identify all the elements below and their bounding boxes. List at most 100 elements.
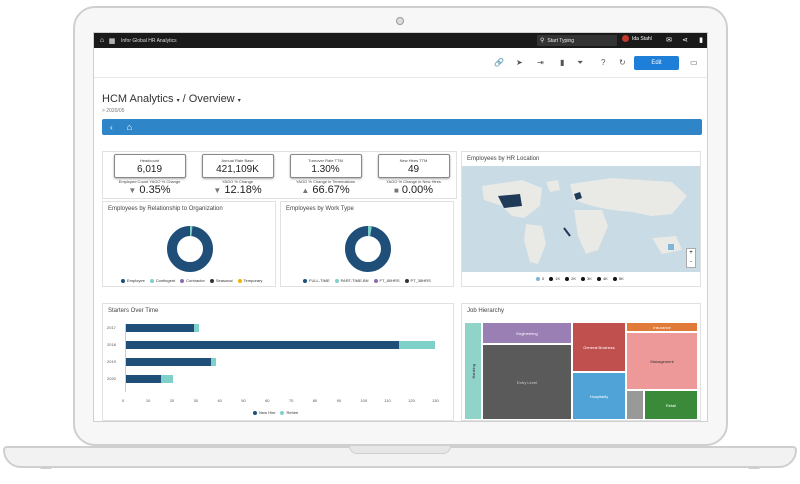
help-icon[interactable]: ? bbox=[601, 58, 606, 67]
treemap-cell-general-business[interactable]: General Business bbox=[572, 322, 626, 372]
relationship-donut[interactable] bbox=[165, 224, 215, 274]
chevron-down-icon[interactable]: ▾ bbox=[176, 98, 180, 104]
treemap-cell-other[interactable] bbox=[626, 390, 644, 420]
location-panel[interactable]: Employees by HR Location + - 0 1K bbox=[461, 151, 701, 287]
treemap-label: Hospitality bbox=[589, 393, 609, 399]
kpi-value: 49 bbox=[407, 164, 420, 175]
treemap-cell-entry-level[interactable]: Entry Level bbox=[482, 344, 572, 420]
toolbar: 🔗 ➤ ⇥ ▮ ⏷ ? ↻ Edit ▭ bbox=[94, 48, 707, 78]
search-input[interactable]: ⚲ Start Typing bbox=[537, 35, 617, 46]
export-icon[interactable]: ⇥ bbox=[537, 58, 544, 67]
edit-button[interactable]: Edit bbox=[634, 56, 679, 70]
kpi-sub: YAGO % Change in Terminations bbox=[296, 179, 355, 184]
treemap-label: Insurance bbox=[653, 324, 671, 330]
kpi-row: Headcount 6,019 Employed Count YAGO % Cha… bbox=[102, 151, 457, 199]
bar-new-hire-2019[interactable] bbox=[125, 358, 211, 366]
flat-icon: ■ bbox=[393, 186, 399, 195]
legend-item: 2K bbox=[571, 276, 577, 281]
search-icon: ⚲ bbox=[540, 38, 545, 44]
send-icon[interactable]: ➤ bbox=[516, 58, 523, 67]
refresh-icon[interactable]: ↻ bbox=[619, 58, 626, 67]
panel-title: Employees by Work Type bbox=[286, 206, 354, 212]
kpi-sub: Employed Count YAGO % Change bbox=[118, 179, 181, 184]
chevron-down-icon[interactable]: ▾ bbox=[237, 98, 241, 104]
panel-title: Employees by HR Location bbox=[467, 156, 540, 162]
link-icon[interactable]: 🔗 bbox=[494, 58, 504, 67]
x-tick-label: 100 bbox=[360, 398, 368, 403]
starters-panel[interactable]: Starters Over Time 2017 2018 2019 2020 0 10 20… bbox=[102, 303, 454, 421]
relationship-legend: Employee Contingent Contractor Seasonal … bbox=[121, 278, 262, 283]
x-tick-label: 40 bbox=[217, 398, 222, 403]
treemap-cell-retail[interactable]: Retail bbox=[644, 390, 698, 420]
bar-rehire-2020[interactable] bbox=[160, 375, 173, 383]
legend-item: FT_80HRS bbox=[379, 278, 400, 283]
home-nav-icon[interactable]: ⌂ bbox=[126, 122, 133, 132]
work-type-panel[interactable]: Employees by Work Type FULL-TIME PART-TI… bbox=[280, 201, 454, 287]
treemap-label: Management bbox=[650, 358, 674, 364]
zoom-in-button[interactable]: + bbox=[689, 250, 693, 256]
legend-item: 3K bbox=[587, 276, 592, 281]
legend-item: PART-TIME-BN bbox=[340, 278, 369, 283]
filter-icon[interactable]: ⏷ bbox=[577, 58, 584, 67]
kpi-sub: YAGO % Change bbox=[221, 179, 254, 184]
legend-item: 1K bbox=[555, 276, 561, 281]
bar-new-hire-2018[interactable] bbox=[125, 341, 400, 349]
kpi-label: Annual Rate Base bbox=[221, 158, 254, 163]
bookmark-tool-icon[interactable]: ▮ bbox=[560, 58, 565, 67]
kpi-value: 1.30% bbox=[311, 164, 340, 175]
treemap-cell-insurance[interactable]: Insurance bbox=[626, 322, 698, 332]
zoom-out-button[interactable]: - bbox=[690, 259, 692, 265]
treemap-label: Entry Level bbox=[516, 379, 537, 385]
kpi-sub: YAGO % Change in New Hires bbox=[386, 179, 441, 184]
breadcrumb-hcm[interactable]: HCM Analytics bbox=[102, 93, 174, 105]
bar-new-hire-2020[interactable] bbox=[125, 375, 161, 383]
bar-rehire-2019[interactable] bbox=[210, 358, 216, 366]
work-type-donut[interactable] bbox=[343, 224, 393, 274]
legend-item: PT_38HRS bbox=[410, 278, 431, 283]
kpi-label: Headcount bbox=[139, 158, 160, 163]
laptop-foot bbox=[748, 466, 760, 469]
treemap-cell-hospitality[interactable]: Hospitality bbox=[572, 372, 626, 420]
world-map[interactable]: + - bbox=[462, 166, 700, 272]
kpi-value: 421,109K bbox=[216, 164, 259, 175]
kpi-headcount[interactable]: Headcount 6,019 Employed Count YAGO % Cha… bbox=[107, 154, 192, 198]
share-icon[interactable]: ⋖ bbox=[682, 37, 688, 44]
treemap-cell-engineering[interactable]: Engineering bbox=[482, 322, 572, 344]
kpi-turnover[interactable]: Turnover Rate TTM 1.30% YAGO % Change in … bbox=[283, 154, 368, 198]
bar-rehire-2018[interactable] bbox=[399, 341, 435, 349]
bar-rehire-2017[interactable] bbox=[194, 324, 199, 332]
legend-item: FULL-TIME bbox=[309, 278, 330, 283]
x-tick-label: 70 bbox=[288, 398, 294, 403]
treemap-cell-banking[interactable]: Banking bbox=[464, 322, 482, 420]
treemap-cell-management[interactable]: Management bbox=[626, 332, 698, 390]
category-label: 2018 bbox=[107, 342, 116, 347]
back-icon[interactable]: ‹ bbox=[110, 122, 113, 132]
x-tick-label: 30 bbox=[193, 398, 198, 403]
legend-item: New Hire bbox=[259, 410, 276, 415]
x-tick-label: 20 bbox=[169, 398, 175, 403]
legend-item: Employee bbox=[127, 278, 145, 283]
period-chip[interactable]: > 2020/05 bbox=[102, 108, 125, 114]
down-arrow-icon: ▼ bbox=[213, 186, 222, 195]
breadcrumb-overview[interactable]: / Overview bbox=[182, 93, 235, 105]
starters-legend: New Hire Rehire bbox=[253, 410, 298, 415]
grid-icon[interactable]: ▦ bbox=[108, 37, 116, 45]
print-icon[interactable]: ▭ bbox=[690, 58, 698, 67]
user-menu[interactable]: Ida Stahl bbox=[622, 35, 652, 42]
legend-item: 4K bbox=[602, 276, 608, 281]
x-tick-label: 50 bbox=[241, 398, 246, 403]
kpi-annual-rate[interactable]: Annual Rate Base 421,109K YAGO % Change ▼… bbox=[195, 154, 280, 198]
down-arrow-icon: ▼ bbox=[128, 186, 137, 195]
bar-new-hire-2017[interactable] bbox=[125, 324, 195, 332]
mail-icon[interactable]: ✉ bbox=[666, 37, 672, 44]
x-tick-label: 120 bbox=[408, 398, 415, 403]
kpi-change: 0.35% bbox=[139, 184, 171, 196]
job-hierarchy-panel[interactable]: Job Hierarchy Banking Engineering Entry … bbox=[461, 303, 701, 421]
kpi-change: 12.18% bbox=[224, 184, 262, 196]
bookmark-icon[interactable]: ▮ bbox=[699, 37, 703, 44]
starters-bar-chart[interactable]: 2017 2018 2019 2020 0 10 20 30 40 50 60 70 80 90 100 11… bbox=[103, 304, 455, 421]
home-icon[interactable]: ⌂ bbox=[99, 37, 105, 44]
kpi-new-hires[interactable]: New Hires TTM 49 YAGO % Change in New Hir… bbox=[371, 154, 456, 198]
relationship-panel[interactable]: Employees by Relationship to Organizatio… bbox=[102, 201, 276, 287]
legend-item: Seasonal bbox=[215, 278, 233, 283]
